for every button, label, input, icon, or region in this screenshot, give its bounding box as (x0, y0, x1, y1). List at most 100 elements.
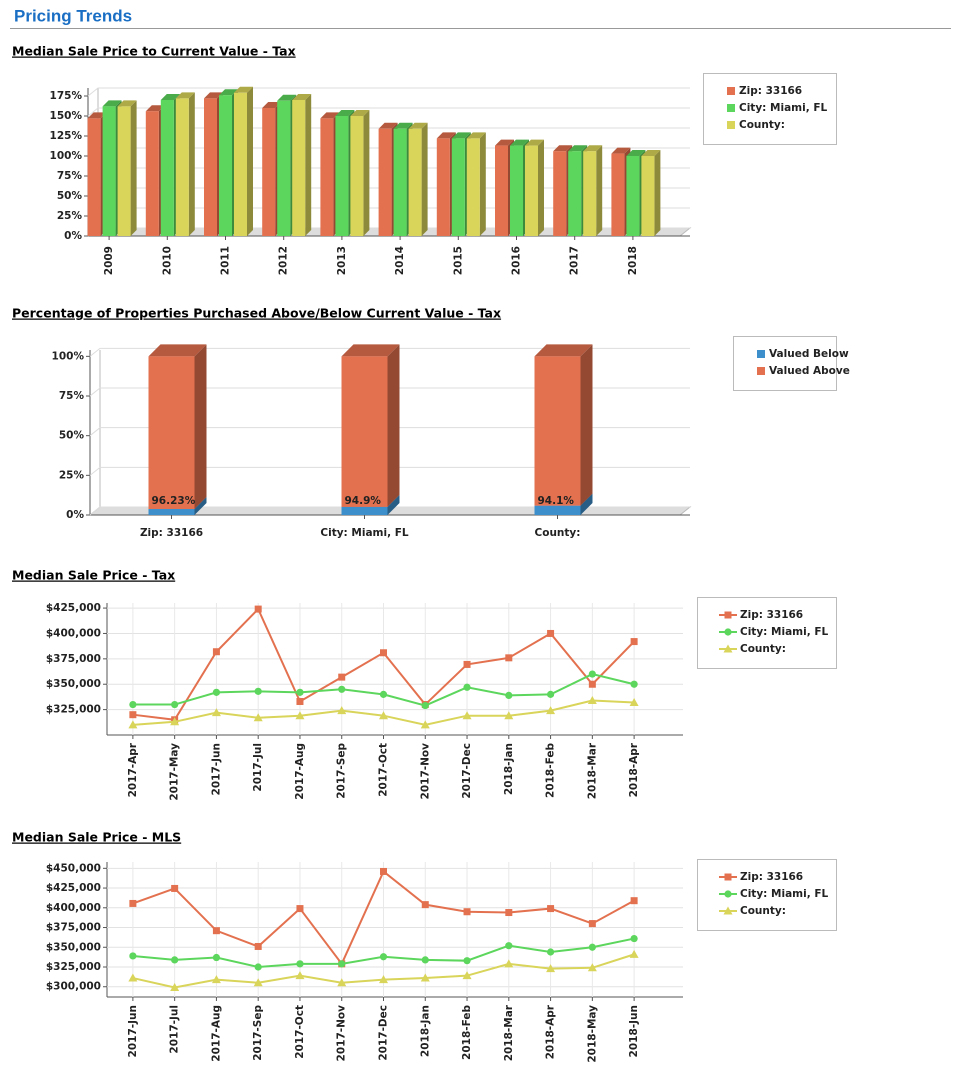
y-tick-label: $400,000 (46, 902, 101, 914)
marker (421, 901, 429, 909)
y-tick-label: $375,000 (46, 653, 101, 665)
grid-line (89, 427, 690, 437)
y-tick-label: $400,000 (46, 627, 101, 639)
bar-top (436, 132, 456, 139)
bar (436, 138, 450, 236)
bar-top (534, 344, 593, 357)
x-tick-label: 2017-Apr (127, 742, 139, 797)
grid-line (89, 347, 690, 357)
marker (462, 711, 472, 720)
x-tick-label: 2018-Apr (545, 1004, 557, 1059)
bar-side (194, 344, 207, 510)
x-tick-label: 2018-Feb (545, 743, 557, 798)
x-tick-label: 2012 (278, 246, 290, 275)
x-tick-label: 2017-Jun (127, 1005, 139, 1057)
marker (128, 973, 138, 982)
marker (380, 867, 387, 875)
bar (148, 356, 195, 510)
y-tick-label: 50% (59, 430, 85, 442)
y-tick-label: $425,000 (46, 602, 101, 614)
marker (421, 956, 429, 964)
grid-line (87, 87, 690, 97)
marker (337, 978, 347, 987)
bar-top (568, 145, 588, 152)
marker (254, 605, 262, 613)
marker (212, 927, 220, 935)
bar-side (305, 94, 312, 236)
marker (338, 685, 346, 693)
bar (341, 356, 388, 507)
marker (546, 964, 556, 973)
bar (583, 151, 597, 236)
y-tick-label: $375,000 (46, 922, 101, 934)
bar-top (466, 132, 486, 139)
x-tick-label: 2018-Feb (461, 1005, 473, 1060)
bar-side (538, 139, 544, 236)
grid-line (89, 506, 690, 516)
marker (630, 934, 638, 943)
bar-side (654, 150, 661, 236)
bar (145, 111, 159, 236)
x-tick-label: Zip: 33166 (140, 527, 203, 539)
y-tick-label: 125% (50, 130, 83, 142)
legend-label: City: Miami, FL (740, 888, 829, 900)
marker (338, 960, 346, 968)
bar-side (580, 344, 593, 506)
marker (296, 688, 304, 696)
y-tick-label: 175% (50, 90, 83, 102)
marker (129, 899, 137, 907)
chart-title: Median Sale Price - Tax (12, 568, 175, 583)
x-tick-label: 2015 (452, 246, 464, 275)
marker (505, 654, 513, 662)
chart-title: Median Sale Price to Current Value - Tax (12, 44, 296, 59)
bar-side (194, 497, 207, 515)
bar (534, 356, 581, 506)
marker (129, 952, 137, 960)
bar (204, 98, 217, 237)
legend-label: County: (740, 905, 786, 917)
bar (117, 106, 131, 237)
x-tick-label: 2011 (220, 246, 232, 275)
grid-line (87, 107, 690, 117)
legend-label: City: Miami, FL (740, 626, 829, 638)
bar-top (451, 132, 471, 139)
x-tick-label: 2017-Sep (252, 1005, 264, 1061)
legend-label: City: Miami, FL (739, 102, 828, 114)
marker (630, 897, 638, 905)
x-tick-label: 2018-Jan (503, 743, 515, 795)
marker (547, 629, 555, 637)
y-tick-label: $350,000 (46, 678, 101, 690)
x-tick-label: 2017-Dec (378, 1005, 390, 1061)
bar (495, 145, 508, 236)
bar (350, 116, 364, 236)
bar (568, 151, 582, 236)
marker (296, 960, 304, 968)
marker (212, 648, 220, 656)
bar (320, 118, 334, 236)
marker (421, 701, 429, 710)
chart-title: Percentage of Properties Purchased Above… (12, 306, 501, 321)
marker (463, 957, 471, 965)
y-tick-label: 0% (66, 509, 84, 521)
x-tick-label: 2017 (569, 246, 581, 275)
bar-side (580, 493, 593, 515)
marker (504, 959, 514, 968)
bar-top (87, 112, 107, 119)
marker (463, 660, 471, 668)
x-tick-label: 2017-Oct (378, 743, 390, 797)
marker (629, 949, 639, 958)
data-label: 96.23% (152, 495, 196, 507)
legend-swatch (757, 367, 765, 375)
marker (380, 649, 387, 657)
bar-top (510, 139, 529, 146)
marker (253, 713, 263, 722)
marker (724, 628, 732, 636)
bar (148, 509, 195, 515)
y-tick-label: 25% (59, 469, 85, 481)
bar-top (145, 105, 165, 112)
bar-top (102, 100, 122, 107)
legend-label: County: (740, 643, 786, 655)
bar-side (387, 494, 400, 515)
y-tick-label: 100% (50, 150, 83, 162)
bar-top (583, 145, 603, 152)
